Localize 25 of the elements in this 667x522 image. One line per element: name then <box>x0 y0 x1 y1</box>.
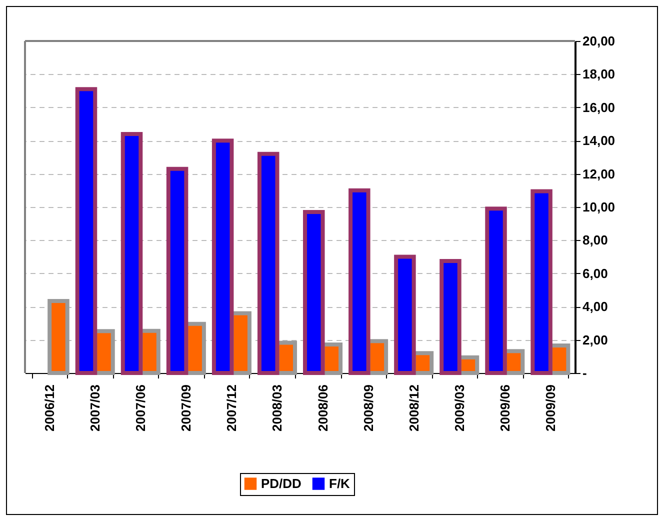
x-tick-label: 2008/03 <box>270 384 285 432</box>
y-tick-label: 6,00 <box>582 266 608 281</box>
y-tick-label: - <box>582 366 587 380</box>
y-tick-label: 2,00 <box>582 332 608 348</box>
x-tick-label: 2006/12 <box>42 384 58 432</box>
x-tick-label: 2007/12 <box>224 384 240 432</box>
x-tick-label: 2009/03 <box>452 384 467 432</box>
legend-label: PD/DD <box>261 476 302 491</box>
x-tick-label: 2007/03 <box>88 384 103 432</box>
x-tick-label: 2008/09 <box>360 384 376 432</box>
y-tick-label: 18,00 <box>582 66 616 82</box>
y-tick-label: 8,00 <box>582 232 608 248</box>
y-tick-label: 16,00 <box>582 100 616 115</box>
x-tick-label: 2009/06 <box>497 384 512 432</box>
y-tick-label: 10,00 <box>582 200 616 214</box>
x-tick-label: 2007/06 <box>133 384 148 432</box>
x-tick-label: 2009/09 <box>542 384 558 432</box>
y-tick-label: 12,00 <box>582 166 616 182</box>
x-tick-label: 2008/06 <box>315 384 330 432</box>
x-tick-label: 2008/12 <box>406 384 422 432</box>
y-tick-label: 20,00 <box>582 34 616 48</box>
legend-label: F/K <box>329 476 351 491</box>
y-tick-label: 14,00 <box>582 133 616 148</box>
x-tick-label: 2007/09 <box>178 384 194 432</box>
y-tick-label: 4,00 <box>582 299 608 314</box>
